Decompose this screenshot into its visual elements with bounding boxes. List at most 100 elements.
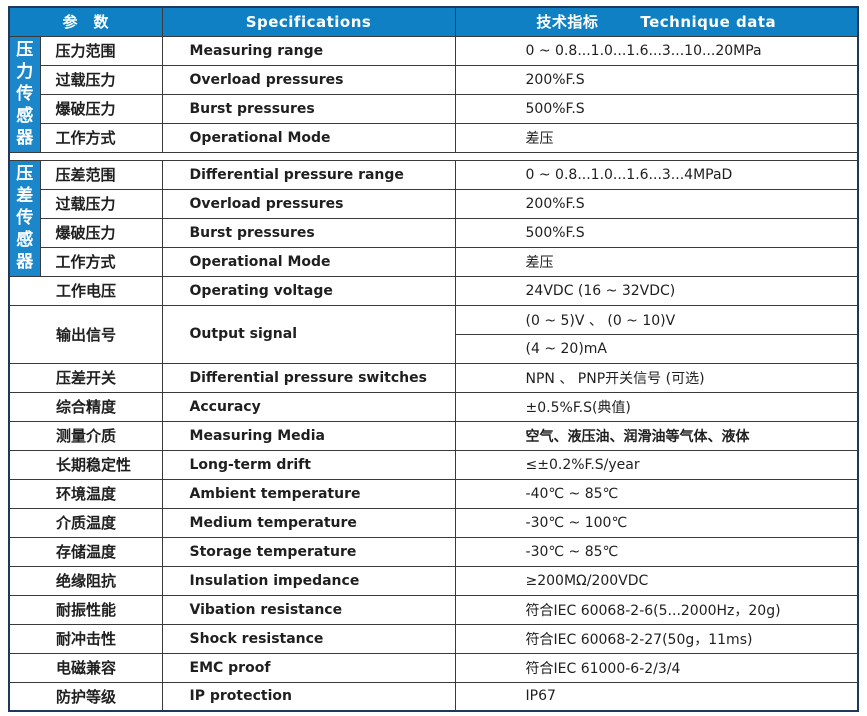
param-cn: 工作方式 (39, 246, 163, 277)
param-cn: 爆破压力 (39, 93, 163, 124)
param-value: 500%F.S (454, 217, 859, 248)
param-cn: 爆破压力 (39, 217, 163, 248)
param-cn: 工作方式 (39, 122, 163, 153)
section-separator-cell (8, 151, 859, 161)
param-en: Accuracy (161, 391, 456, 422)
param-en: Operational Mode (161, 246, 456, 277)
param-en: Measuring Media (161, 420, 456, 451)
table-row: 输出信号 Output signal (0 ~ 5)V 、 (0 ~ 10)V (8, 304, 859, 364)
spec-table-body: 压力传感器压力范围 Measuring range 0 ~ 0.8...1.0...… (8, 35, 859, 712)
param-cn: 防护等级 (8, 681, 163, 712)
param-cn: 存储温度 (8, 536, 163, 567)
param-cn: 压差开关 (8, 362, 163, 393)
param-cn: 输出信号 (8, 304, 163, 364)
header-row: 参 数 Specifications 技术指标 Technique data (8, 6, 859, 37)
param-en: Long-term drift (161, 449, 456, 480)
param-en: Vibation resistance (161, 594, 456, 625)
param-cn: 介质温度 (8, 507, 163, 538)
param-cn: 压差范围 (39, 159, 163, 190)
param-en: Measuring range (161, 35, 456, 66)
param-value: 符合IEC 61000-6-2/3/4 (454, 652, 859, 683)
table-row: 绝缘阻抗 Insulation impedance ≥200MΩ/200VDC (8, 565, 859, 596)
table-row: 工作电压 Operating voltage 24VDC (16 ~ 32VDC) (8, 275, 859, 306)
param-value: 200%F.S (454, 64, 859, 95)
param-en: Differential pressure range (161, 159, 456, 190)
param-value: ≥200MΩ/200VDC (454, 565, 859, 596)
param-value: (4 ~ 20)mA (454, 333, 859, 364)
param-en: Storage temperature (161, 536, 456, 567)
param-value: 200%F.S (454, 188, 859, 219)
param-en: Overload pressures (161, 64, 456, 95)
param-value: (0 ~ 5)V 、 (0 ~ 10)V (454, 304, 859, 335)
param-cn: 耐冲击性 (8, 623, 163, 654)
param-value: 500%F.S (454, 93, 859, 124)
param-value: -40℃ ~ 85℃ (454, 478, 859, 509)
param-cn: 过载压力 (39, 64, 163, 95)
param-value: 差压 (454, 122, 859, 153)
param-cn: 过载压力 (39, 188, 163, 219)
param-cn: 长期稳定性 (8, 449, 163, 480)
param-value: 0 ~ 0.8...1.0...1.6...3...10...20MPa (454, 35, 859, 66)
table-row: 环境温度 Ambient temperature -40℃ ~ 85℃ (8, 478, 859, 509)
param-en: Operational Mode (161, 122, 456, 153)
table-row: 过载压力 Overload pressures 200%F.S (9, 64, 859, 95)
param-cn: 电磁兼容 (8, 652, 163, 683)
param-value: ≤±0.2%F.S/year (454, 449, 859, 480)
header-tech-en: Technique data (640, 12, 777, 31)
param-value: 符合IEC 60068-2-6(5...2000Hz，20g) (454, 594, 859, 625)
param-en: Burst pressures (161, 93, 456, 124)
param-value: 0 ~ 0.8...1.0...1.6...3...4MPaD (454, 159, 859, 190)
header-technique-inner: 技术指标 Technique data (456, 11, 857, 32)
param-value: 符合IEC 60068-2-27(50g，11ms) (454, 623, 859, 654)
table-row: 测量介质 Measuring Media 空气、液压油、润滑油等气体、液体 (8, 420, 859, 451)
table-row: 爆破压力 Burst pressures 500%F.S (9, 217, 859, 248)
param-cn: 测量介质 (8, 420, 163, 451)
param-en: Burst pressures (161, 217, 456, 248)
table-row: 电磁兼容 EMC proof 符合IEC 61000-6-2/3/4 (8, 652, 859, 683)
param-value: 空气、液压油、润滑油等气体、液体 (454, 420, 859, 451)
param-en: Differential pressure switches (161, 362, 456, 393)
param-en: Medium temperature (161, 507, 456, 538)
side-label-diff-pressure-sensor: 压差传感器 (8, 159, 41, 277)
param-en: EMC proof (161, 652, 456, 683)
table-row: 长期稳定性 Long-term drift ≤±0.2%F.S/year (8, 449, 859, 480)
table-row: 防护等级 IP protection IP67 (8, 681, 859, 712)
param-cn: 耐振性能 (8, 594, 163, 625)
param-value: ±0.5%F.S(典值) (454, 391, 859, 422)
table-row: (4 ~ 20)mA (9, 333, 859, 364)
table-row: 耐冲击性 Shock resistance 符合IEC 60068-2-27(50g… (8, 623, 859, 654)
param-value: -30℃ ~ 100℃ (454, 507, 859, 538)
table-row: 压差开关 Differential pressure switches NPN 、 … (8, 362, 859, 393)
param-en: IP protection (161, 681, 456, 712)
header-tech-cn: 技术指标 (536, 13, 599, 32)
header-specifications: Specifications (161, 6, 456, 37)
table-row: 压差传感器压差范围 Differential pressure range 0 ~ … (8, 159, 859, 277)
table-row: 工作方式 Operational Mode 差压 (9, 122, 859, 153)
table-row: 过载压力 Overload pressures 200%F.S (9, 188, 859, 219)
param-cn: 绝缘阻抗 (8, 565, 163, 596)
table-row: 工作方式 Operational Mode 差压 (9, 246, 859, 277)
table-row: 介质温度 Medium temperature -30℃ ~ 100℃ (8, 507, 859, 538)
header-params: 参 数 (8, 6, 163, 37)
param-value: NPN 、 PNP开关信号 (可选) (454, 362, 859, 393)
param-value: IP67 (454, 681, 859, 712)
param-en: Output signal (161, 304, 456, 364)
table-row: 综合精度 Accuracy ±0.5%F.S(典值) (8, 391, 859, 422)
param-value: -30℃ ~ 85℃ (454, 536, 859, 567)
param-value: 24VDC (16 ~ 32VDC) (454, 275, 859, 306)
param-en: Shock resistance (161, 623, 456, 654)
section-separator (8, 151, 859, 161)
table-row: 压力传感器压力范围 Measuring range 0 ~ 0.8...1.0...… (8, 35, 859, 153)
param-en: Ambient temperature (161, 478, 456, 509)
spec-table: 参 数 Specifications 技术指标 Technique data 压… (8, 6, 860, 712)
param-cn: 工作电压 (8, 275, 163, 306)
param-en: Insulation impedance (161, 565, 456, 596)
table-row: 存储温度 Storage temperature -30℃ ~ 85℃ (8, 536, 859, 567)
param-cn: 压力范围 (39, 35, 163, 66)
table-row: 爆破压力 Burst pressures 500%F.S (9, 93, 859, 124)
param-value: 差压 (454, 246, 859, 277)
param-en: Operating voltage (161, 275, 456, 306)
table-row: 耐振性能 Vibation resistance 符合IEC 60068-2-6(5… (8, 594, 859, 625)
side-label-pressure-sensor: 压力传感器 (8, 35, 41, 153)
